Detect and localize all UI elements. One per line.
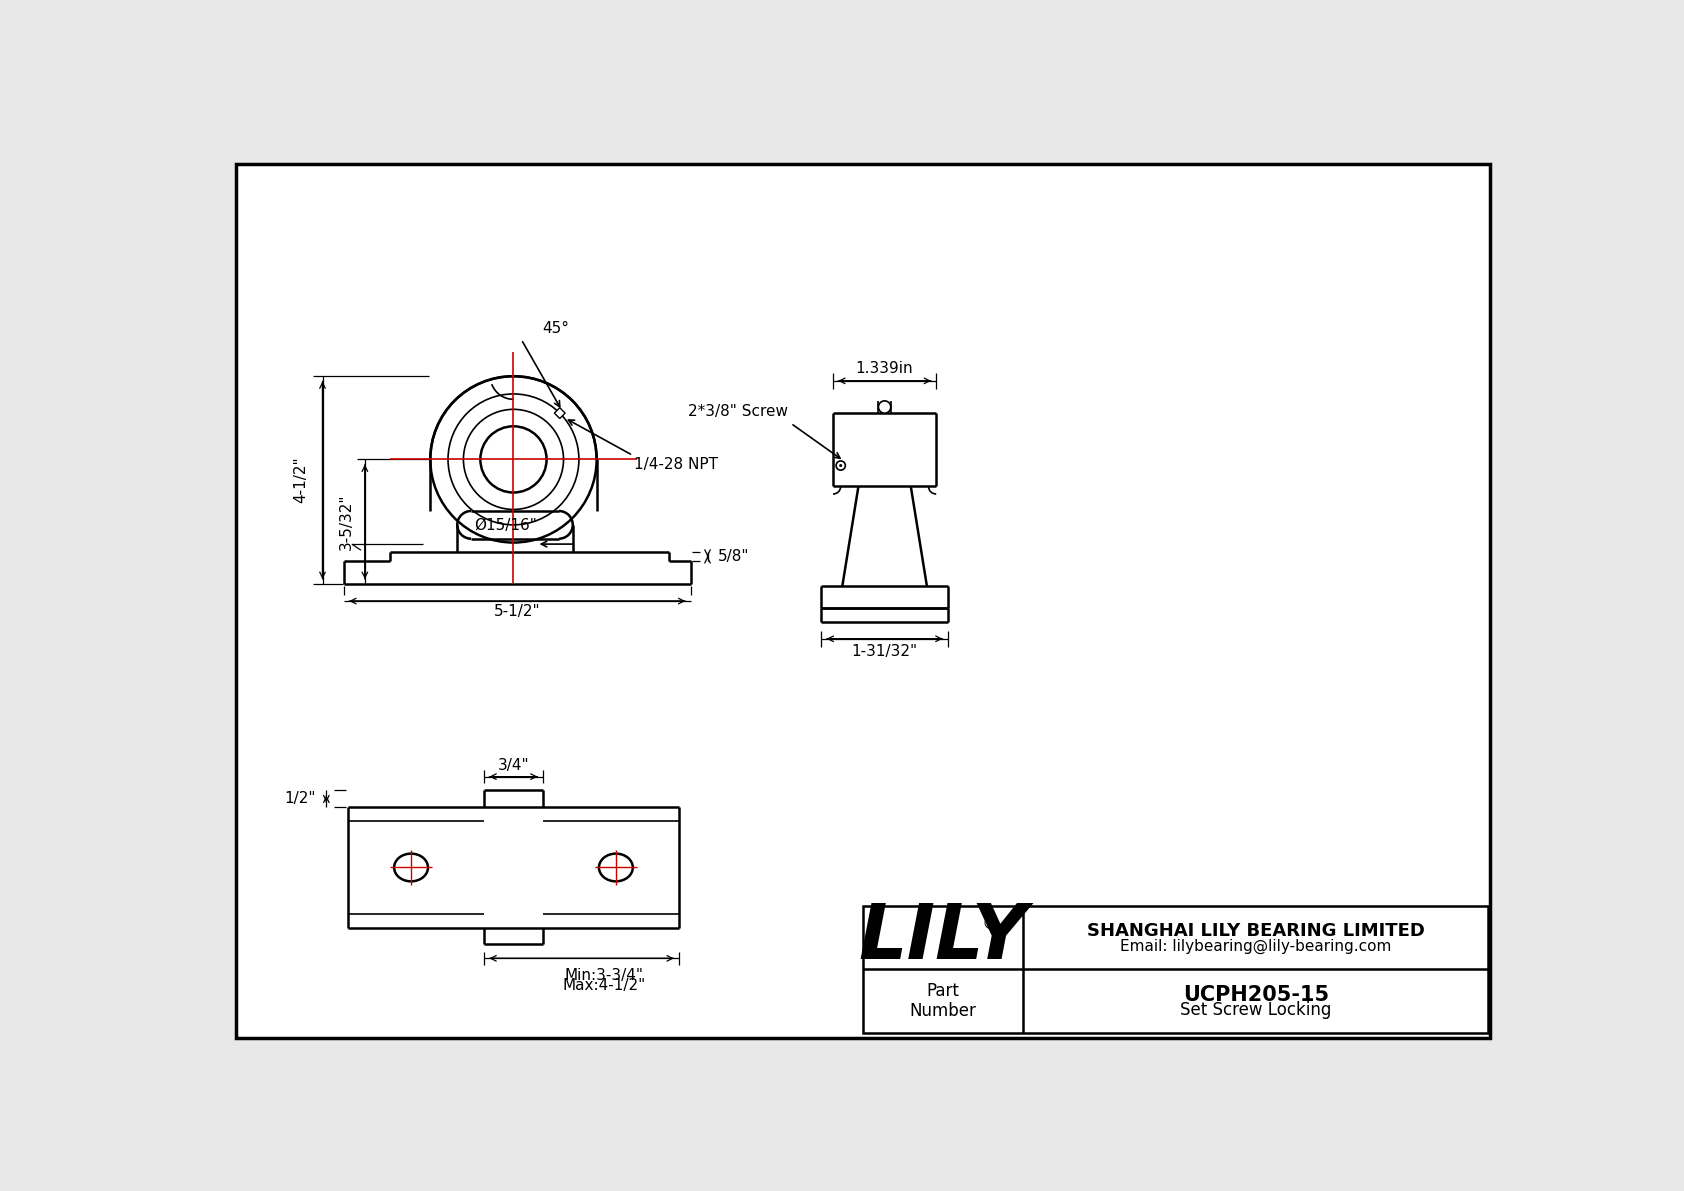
Text: 1/2": 1/2" <box>285 792 315 806</box>
Text: Email: lilybearing@lily-bearing.com: Email: lilybearing@lily-bearing.com <box>1120 940 1391 954</box>
Text: UCPH205-15: UCPH205-15 <box>1182 985 1329 1005</box>
Text: 1/4-28 NPT: 1/4-28 NPT <box>635 457 719 472</box>
Text: 3/4": 3/4" <box>498 759 529 773</box>
Text: 5-1/2": 5-1/2" <box>493 604 541 619</box>
Polygon shape <box>554 407 566 418</box>
Text: 4-1/2": 4-1/2" <box>293 457 308 504</box>
Text: Min:3-3/4": Min:3-3/4" <box>564 967 643 983</box>
Bar <box>862 906 1489 1033</box>
Text: Set Screw Locking: Set Screw Locking <box>1180 1002 1332 1019</box>
Text: 3-5/32": 3-5/32" <box>338 493 354 550</box>
Text: LILY: LILY <box>859 900 1027 974</box>
Text: SHANGHAI LILY BEARING LIMITED: SHANGHAI LILY BEARING LIMITED <box>1086 922 1425 941</box>
Circle shape <box>840 464 842 467</box>
Text: 2*3/8" Screw: 2*3/8" Screw <box>689 405 788 419</box>
Circle shape <box>835 461 845 470</box>
Text: 1-31/32": 1-31/32" <box>852 643 918 659</box>
Text: Part
Number: Part Number <box>909 981 977 1021</box>
Text: 45°: 45° <box>542 322 569 336</box>
Text: 5/8": 5/8" <box>719 549 749 563</box>
Circle shape <box>879 401 891 413</box>
Text: Ø15/16": Ø15/16" <box>475 518 537 534</box>
Text: ®: ® <box>982 915 1000 933</box>
Text: Max:4-1/2": Max:4-1/2" <box>562 978 645 993</box>
Text: 1.339in: 1.339in <box>855 361 913 376</box>
